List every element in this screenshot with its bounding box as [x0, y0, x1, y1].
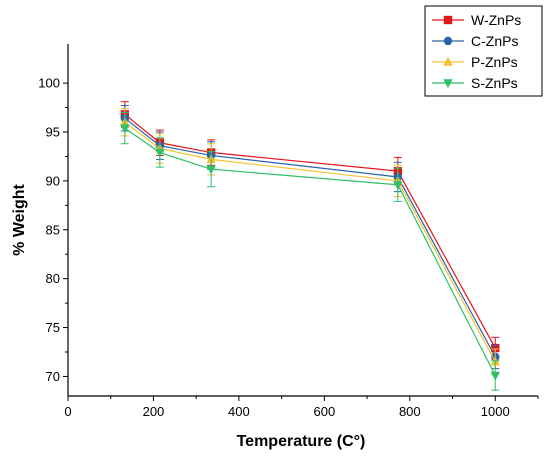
x-tick-label: 0: [64, 404, 71, 419]
data-point-s-znps: [120, 124, 130, 134]
series-layer: [120, 101, 500, 391]
data-point-s-znps: [206, 165, 216, 175]
y-tick-label: 75: [46, 320, 60, 335]
series-w-znps: [120, 101, 500, 360]
x-tick-label: 200: [143, 404, 165, 419]
y-tick-label: 80: [46, 271, 60, 286]
series-c-znps: [120, 105, 500, 370]
legend-marker: [443, 36, 453, 46]
y-axis-title: % Weight: [11, 183, 28, 255]
legend-marker: [443, 15, 453, 25]
legend: W-ZnPs C-ZnPs P-ZnPs S-ZnPs: [424, 5, 543, 97]
series-line-s-znps: [124, 127, 496, 376]
x-tick-label: 800: [399, 404, 421, 419]
x-axis-title: Temperature (C°): [237, 433, 366, 450]
legend-item-w-znps: W-ZnPs: [432, 12, 521, 28]
series-line-c-znps: [124, 117, 496, 358]
y-tick-label: 90: [46, 173, 60, 188]
data-point-s-znps: [393, 181, 403, 190]
data-point-s-znps: [155, 148, 165, 158]
legend-item-s-znps: S-ZnPs: [432, 75, 518, 91]
legend-marker: [443, 79, 453, 89]
x-tick-label: 600: [314, 404, 336, 419]
x-tick-label: 1000: [481, 404, 510, 419]
y-axis-ticks: 70 75 80 85 90 95 100: [38, 76, 68, 384]
legend-label: S-ZnPs: [471, 75, 518, 91]
legend-marker: [443, 56, 453, 66]
y-tick-label: 70: [46, 369, 60, 384]
plot-frame: [67, 44, 538, 397]
legend-item-p-znps: P-ZnPs: [432, 54, 518, 70]
legend-label: W-ZnPs: [471, 12, 521, 28]
legend-label: C-ZnPs: [471, 33, 518, 49]
legend-label: P-ZnPs: [471, 54, 518, 70]
y-tick-label: 95: [46, 125, 60, 140]
y-tick-label: 100: [38, 76, 60, 91]
series-s-znps: [120, 111, 500, 391]
legend-item-c-znps: C-ZnPs: [432, 33, 518, 49]
x-axis-ticks: 0 200 400 600 800 1000: [64, 396, 539, 419]
y-tick-label: 85: [46, 222, 60, 237]
data-point-s-znps: [490, 371, 500, 381]
x-tick-label: 400: [228, 404, 250, 419]
series-line-p-znps: [124, 121, 496, 363]
